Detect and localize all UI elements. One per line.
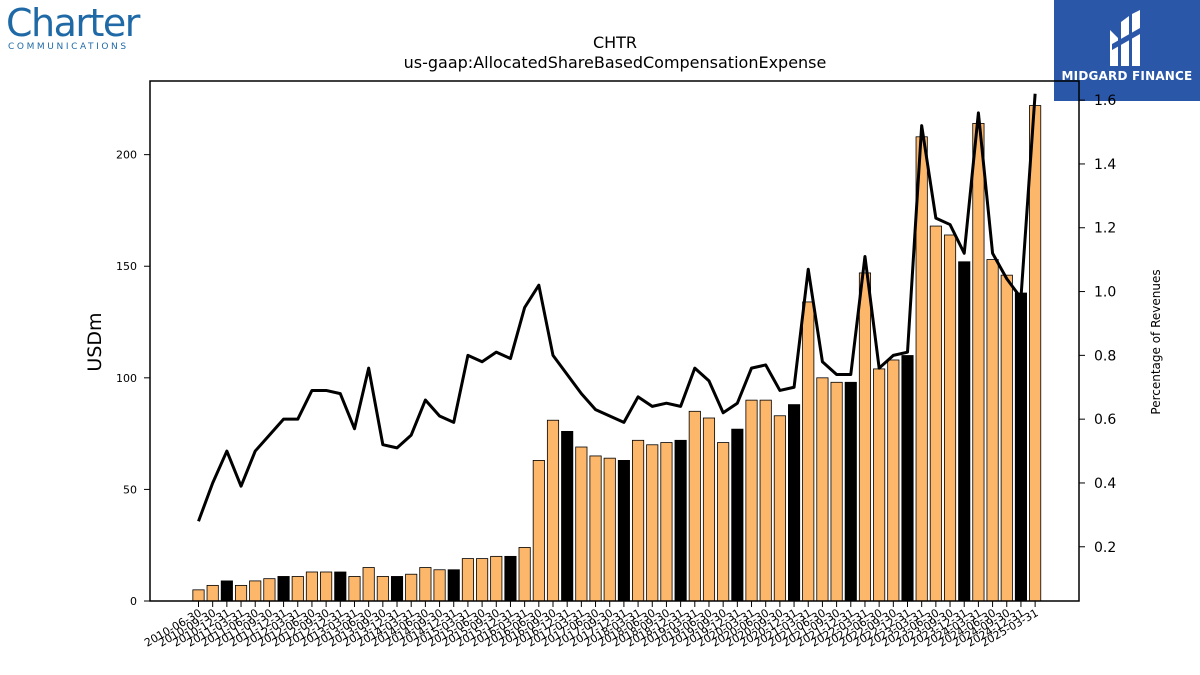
- bar-2020-09-30: [773, 415, 786, 602]
- bar-2023-12-31: [958, 261, 971, 602]
- bar-2019-03-31: [688, 410, 701, 602]
- ratio-line: [197, 93, 1037, 522]
- bar-2022-03-31: [858, 272, 872, 602]
- bar-2021-06-30: [816, 377, 829, 602]
- y2-tick-label-0.4: 0.4: [1094, 476, 1116, 492]
- bar-2018-06-30: [646, 444, 659, 602]
- bar-2016-03-31: [518, 547, 531, 602]
- bar-2017-06-30: [589, 455, 602, 602]
- y2-tick-label-1: 1.0: [1094, 285, 1116, 301]
- charter-logo: Charter COMMUNICATIONS: [6, 2, 156, 52]
- y2-tick-label-1.4: 1.4: [1094, 157, 1116, 173]
- bar-2014-03-31: [405, 573, 418, 602]
- y-tick-label-0: 0: [130, 595, 137, 608]
- bar-2016-12-31: [561, 430, 574, 602]
- bar-2013-09-30: [376, 576, 389, 602]
- bar-2018-03-31: [632, 439, 645, 602]
- bar-2023-06-30: [929, 225, 942, 602]
- bar-2021-09-30: [830, 381, 843, 602]
- bar-2015-03-31: [461, 558, 474, 602]
- bar-2017-09-30: [603, 457, 616, 602]
- bar-2016-06-30: [532, 459, 545, 602]
- bar-2010-12-31: [220, 580, 233, 602]
- y-tick-label-150: 150: [116, 260, 137, 273]
- y2-axis-label: Percentage of Revenues: [1149, 269, 1163, 414]
- bar-2011-12-31: [277, 576, 290, 602]
- bar-2020-12-31: [788, 404, 801, 602]
- midgard-logo-name: MIDGARD FINANCE: [1061, 69, 1193, 83]
- bar-2013-06-30: [362, 567, 375, 602]
- bar-2011-09-30: [263, 578, 276, 602]
- bar-2015-06-30: [476, 558, 489, 602]
- bar-2020-06-30: [759, 399, 772, 602]
- bar-2019-09-30: [717, 442, 730, 602]
- y2-tick-label-1.2: 1.2: [1094, 221, 1116, 237]
- charter-logo-word: Charter: [6, 1, 140, 45]
- bar-2022-06-30: [873, 368, 886, 602]
- y-axis-label: USDm: [84, 312, 106, 371]
- bar-2012-06-30: [305, 571, 318, 602]
- bar-2020-03-31: [745, 399, 758, 602]
- bar-2014-06-30: [419, 567, 432, 602]
- y2-tick-label-0.2: 0.2: [1094, 540, 1116, 556]
- bar-2014-09-30: [433, 569, 446, 602]
- y2-tick-label-0.6: 0.6: [1094, 412, 1116, 428]
- bar-2011-06-30: [249, 580, 262, 602]
- chart-title: CHTR: [593, 33, 637, 52]
- bar-2013-03-31: [348, 576, 361, 602]
- bar-2014-12-31: [447, 569, 460, 602]
- charter-logo-sub: COMMUNICATIONS: [8, 42, 129, 52]
- bar-2015-12-31: [504, 555, 517, 602]
- bar-2025-03-31: [1029, 105, 1042, 602]
- bar-2023-09-30: [943, 234, 957, 602]
- bar-2017-12-31: [617, 459, 630, 602]
- bar-2013-12-31: [390, 576, 404, 602]
- bar-2021-12-31: [844, 381, 857, 602]
- bar-2018-12-31: [674, 439, 687, 602]
- y-tick-label-50: 50: [123, 483, 137, 496]
- bar-2016-09-30: [546, 419, 560, 602]
- bar-2024-12-31: [1014, 292, 1027, 602]
- plot-frame: [149, 80, 1080, 602]
- bar-2019-12-31: [731, 428, 744, 602]
- bar-2018-09-30: [660, 442, 673, 602]
- bar-2012-12-31: [334, 571, 347, 602]
- bar-2022-09-30: [887, 359, 900, 602]
- bar-2011-03-31: [234, 584, 248, 602]
- bar-2012-09-30: [320, 571, 333, 602]
- bar-2019-06-30: [702, 417, 716, 602]
- bar-2024-06-30: [986, 259, 999, 602]
- bar-2010-06-30: [192, 589, 205, 602]
- bar-2017-03-31: [575, 446, 588, 602]
- bar-2021-03-31: [802, 301, 815, 602]
- bar-2015-09-30: [490, 555, 503, 602]
- y2-tick-label-1.6: 1.6: [1094, 93, 1116, 109]
- midgard-emblem-icon: [1110, 10, 1140, 66]
- bar-2010-09-30: [206, 584, 219, 602]
- y-tick-label-200: 200: [116, 149, 137, 162]
- bar-2022-12-31: [901, 355, 914, 602]
- chart-subtitle: us-gaap:AllocatedShareBasedCompensationE…: [404, 53, 827, 72]
- bar-2024-03-31: [972, 123, 985, 602]
- bar-2024-09-30: [1000, 274, 1013, 602]
- bar-2012-03-31: [291, 576, 304, 602]
- y-tick-label-100: 100: [116, 372, 137, 385]
- y2-tick-label-0.8: 0.8: [1094, 348, 1116, 364]
